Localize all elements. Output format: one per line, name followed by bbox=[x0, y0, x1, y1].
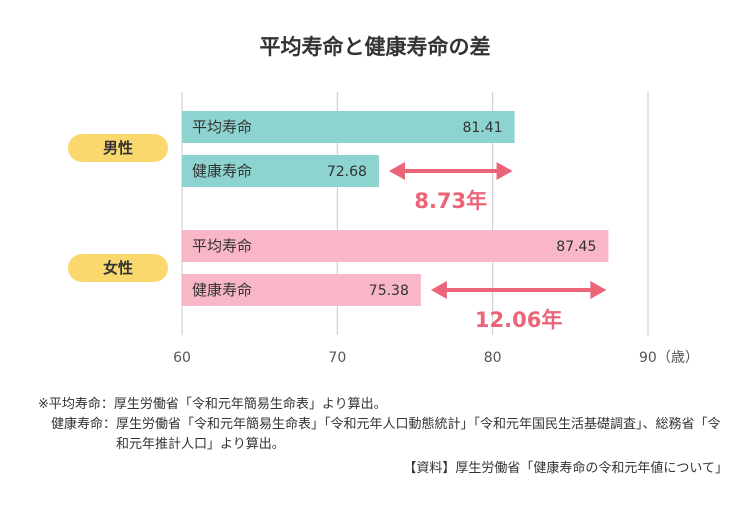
group-badge-0 bbox=[68, 134, 168, 162]
difference-label-0: 8.73年 bbox=[414, 189, 487, 213]
bar-label-0-1: 健康寿命 bbox=[192, 162, 252, 180]
value-label-0-1: 72.68 bbox=[327, 164, 367, 180]
bar-label-1-1: 健康寿命 bbox=[192, 281, 252, 299]
note-healthy-lifespan: 健康寿命： 厚生労働省「令和元年簡易生命表」「令和元年人口動態統計」「令和元年国… bbox=[38, 415, 728, 455]
tick-label-60: 60 bbox=[173, 350, 191, 366]
x-unit-label: （歳） bbox=[657, 350, 699, 366]
bar-1-1 bbox=[182, 274, 421, 306]
bar-label-1-0: 平均寿命 bbox=[192, 237, 252, 255]
note-average-body: 厚生労働省「令和元年簡易生命表」より算出。 bbox=[113, 397, 387, 412]
note-average-lifespan: ※平均寿命： 厚生労働省「令和元年簡易生命表」より算出。 bbox=[38, 395, 728, 415]
bar-label-0-0: 平均寿命 bbox=[192, 118, 252, 136]
group-label-1: 女性 bbox=[103, 259, 133, 277]
difference-label-1: 12.06年 bbox=[475, 308, 562, 332]
bar-0-1 bbox=[182, 155, 379, 187]
bar-0-0 bbox=[182, 111, 515, 143]
difference-arrow-1 bbox=[430, 281, 607, 299]
value-label-0-0: 81.41 bbox=[462, 120, 502, 136]
value-label-1-0: 87.45 bbox=[556, 239, 596, 255]
note-healthy-body: 厚生労働省「令和元年簡易生命表」「令和元年人口動態統計」「令和元年国民生活基礎調… bbox=[116, 417, 721, 452]
source-note: 【資料】厚生労働省「健康寿命の令和元年値について」 bbox=[403, 461, 728, 476]
tick-label-80: 80 bbox=[484, 350, 502, 366]
note-average-head: ※平均寿命： bbox=[38, 397, 114, 412]
x-axis: 60 70 80 90（歳） bbox=[173, 350, 699, 366]
difference-arrow-0 bbox=[388, 162, 513, 180]
chart-title: 平均寿命と健康寿命の差 bbox=[260, 35, 491, 59]
tick-label-70: 70 bbox=[328, 350, 346, 366]
value-label-1-1: 75.38 bbox=[369, 283, 409, 299]
group-badge-1 bbox=[68, 254, 168, 282]
tick-label-90: 90（歳） bbox=[639, 350, 699, 366]
group-label-0: 男性 bbox=[103, 139, 133, 157]
bar-1-0 bbox=[182, 230, 609, 262]
note-healthy-head: 健康寿命： bbox=[51, 417, 117, 432]
footnotes: ※平均寿命： 厚生労働省「令和元年簡易生命表」より算出。 健康寿命： 厚生労働省… bbox=[38, 395, 728, 479]
